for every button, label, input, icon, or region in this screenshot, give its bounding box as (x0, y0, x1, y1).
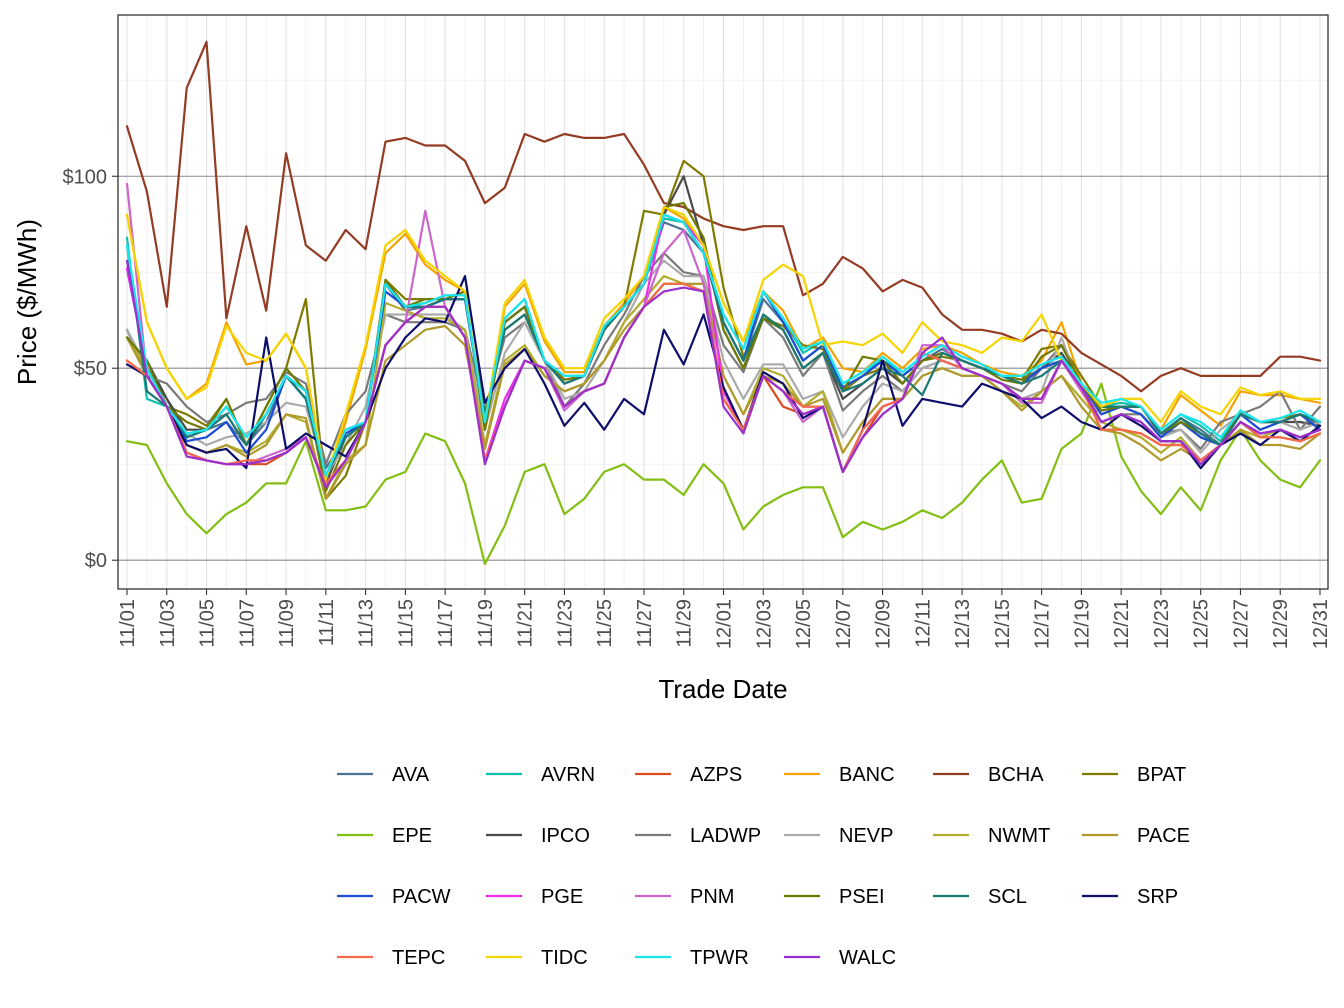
series-line-pace (125, 282, 1322, 500)
series-line-tepc (125, 282, 1322, 485)
x-tick-label: 11/07 (236, 599, 258, 648)
legend-item-azps: AZPS (635, 764, 742, 786)
x-tick-label: 12/19 (1071, 599, 1093, 649)
legend-label: PGE (541, 886, 583, 908)
legend-label: TEPC (392, 947, 445, 969)
legend-label: AVA (392, 764, 430, 786)
x-tick-label: 11/05 (197, 599, 219, 648)
legend-item-bcha: BCHA (933, 764, 1044, 786)
legend-item-tidc: TIDC (486, 947, 588, 969)
x-tick-label: 11/17 (435, 599, 457, 648)
legend-item-bpat: BPAT (1082, 764, 1186, 786)
legend-label: BANC (839, 764, 895, 786)
legend-item-tepc: TEPC (337, 947, 445, 969)
legend-item-nevp: NEVP (784, 825, 893, 847)
series-line-bcha (125, 40, 1322, 393)
x-tick-label: 12/23 (1151, 599, 1173, 649)
x-tick-label: 12/01 (714, 599, 736, 649)
legend-item-ladwp: LADWP (635, 825, 761, 847)
x-tick-label: 11/19 (475, 599, 497, 648)
y-axis: $0 $50 $100 (63, 166, 118, 572)
x-tick-label: 11/11 (316, 599, 338, 646)
legend-label: NEVP (839, 825, 893, 847)
x-tick-label: 11/27 (634, 599, 656, 648)
legend: AVA AVRN AZPS BANC BCHA BPAT EPE IPCO LADWP NEVP N… (337, 764, 1190, 969)
x-tick-label: 11/23 (554, 599, 576, 648)
x-tick-label: 12/03 (753, 599, 775, 649)
legend-item-ipco: IPCO (486, 825, 590, 847)
series-line-walc (125, 259, 1322, 489)
legend-item-banc: BANC (784, 764, 895, 786)
legend-label: BCHA (988, 764, 1044, 786)
x-tick-label: 12/09 (873, 599, 895, 649)
y-axis-title: Price ($/MWh) (12, 219, 42, 385)
legend-label: BPAT (1137, 764, 1186, 786)
x-tick-label: 12/05 (793, 599, 815, 649)
legend-item-ava: AVA (337, 764, 430, 786)
x-tick-label: 11/29 (674, 599, 696, 648)
legend-label: IPCO (541, 825, 590, 847)
x-tick-label: 11/21 (515, 599, 537, 648)
x-tick-label: 12/31 (1310, 599, 1332, 649)
x-tick-label: 11/15 (395, 599, 417, 648)
legend-item-avrn: AVRN (486, 764, 595, 786)
series-line-epe (125, 382, 1322, 566)
x-tick-label: 11/25 (594, 599, 616, 648)
legend-item-scl: SCL (933, 886, 1027, 908)
legend-label: SCL (988, 886, 1027, 908)
y-tick-label: $0 (85, 550, 107, 572)
x-tick-label: 12/15 (992, 599, 1014, 649)
legend-item-pacw: PACW (337, 886, 451, 908)
x-tick-label: 11/03 (157, 599, 179, 648)
legend-label: PACW (392, 886, 451, 908)
x-tick-label: 12/11 (912, 599, 934, 648)
major-gridlines (118, 15, 1328, 589)
x-axis: 11/01 11/03 11/05 11/07 11/09 11/11 11/13 11/15… (117, 589, 1332, 649)
y-tick-label: $50 (74, 358, 107, 380)
x-tick-label: 11/09 (276, 599, 298, 648)
x-axis-title: Trade Date (658, 674, 787, 704)
legend-item-pge: PGE (486, 886, 583, 908)
legend-item-pnm: PNM (635, 886, 734, 908)
legend-label: AVRN (541, 764, 595, 786)
series-lines (125, 40, 1322, 566)
legend-label: WALC (839, 947, 896, 969)
legend-item-epe: EPE (337, 825, 432, 847)
legend-label: PNM (690, 886, 734, 908)
legend-label: AZPS (690, 764, 742, 786)
legend-label: EPE (392, 825, 432, 847)
x-tick-label: 11/13 (356, 599, 378, 648)
legend-label: NWMT (988, 825, 1050, 847)
x-tick-label: 12/13 (952, 599, 974, 649)
legend-item-psei: PSEI (784, 886, 885, 908)
x-tick-label: 12/07 (833, 599, 855, 649)
x-tick-label: 12/25 (1191, 599, 1213, 649)
legend-label: PACE (1137, 825, 1190, 847)
x-tick-label: 12/17 (1032, 599, 1054, 649)
legend-item-nwmt: NWMT (933, 825, 1050, 847)
x-tick-label: 11/01 (117, 599, 139, 648)
legend-item-walc: WALC (784, 947, 896, 969)
x-tick-label: 12/21 (1111, 599, 1133, 649)
legend-item-pace: PACE (1082, 825, 1190, 847)
legend-label: TPWR (690, 947, 749, 969)
legend-item-tpwr: TPWR (635, 947, 749, 969)
x-tick-label: 12/29 (1270, 599, 1292, 649)
legend-label: TIDC (541, 947, 588, 969)
legend-item-srp: SRP (1082, 886, 1178, 908)
legend-label: SRP (1137, 886, 1178, 908)
x-tick-label: 12/27 (1230, 599, 1252, 649)
series-line-tpwr (125, 213, 1322, 477)
legend-label: PSEI (839, 886, 885, 908)
legend-label: LADWP (690, 825, 761, 847)
y-tick-label: $100 (63, 166, 108, 188)
